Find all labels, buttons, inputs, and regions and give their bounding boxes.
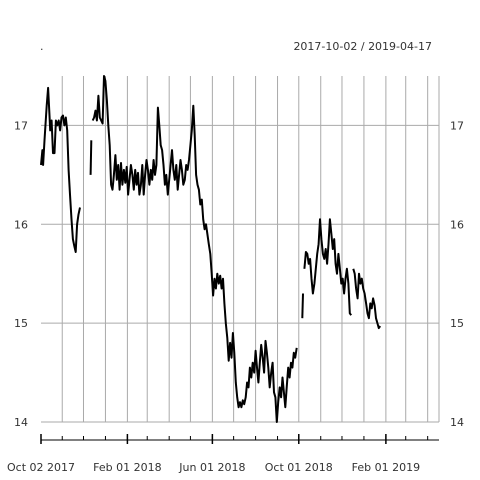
series-line-segment <box>301 293 304 319</box>
chart-title: . <box>40 40 44 53</box>
y-tick-label-right: 16 <box>450 218 464 231</box>
y-tick-label-right: 17 <box>450 119 464 132</box>
series-line-segment <box>352 268 382 330</box>
x-tick-label: Oct 02 2017 <box>7 461 75 474</box>
y-axis-labels: 14 14 15 15 16 16 17 17 <box>14 119 464 429</box>
x-tick-label: Oct 01 2018 <box>265 461 333 474</box>
y-tick-label-right: 14 <box>450 416 464 429</box>
series-line-segment <box>91 75 298 423</box>
x-tick-label: Jun 01 2018 <box>178 461 245 474</box>
y-tick-label-right: 15 <box>450 317 464 330</box>
series-line-segment <box>89 140 93 175</box>
x-tick-label: Feb 01 2019 <box>352 461 420 474</box>
price-series <box>40 75 382 423</box>
chart-date-range: 2017-10-02 / 2019-04-17 <box>293 40 432 53</box>
series-line-segment <box>40 86 81 253</box>
y-tick-label-left: 14 <box>14 416 28 429</box>
y-tick-label-left: 15 <box>14 317 28 330</box>
series-line-segment <box>303 218 353 316</box>
y-tick-label-left: 17 <box>14 119 28 132</box>
gridlines <box>41 76 440 423</box>
y-tick-label-left: 16 <box>14 218 28 231</box>
x-tick-label: Feb 01 2018 <box>93 461 161 474</box>
x-axis: Oct 02 2017 Feb 01 2018 Jun 01 2018 Oct 01 … <box>7 434 439 474</box>
